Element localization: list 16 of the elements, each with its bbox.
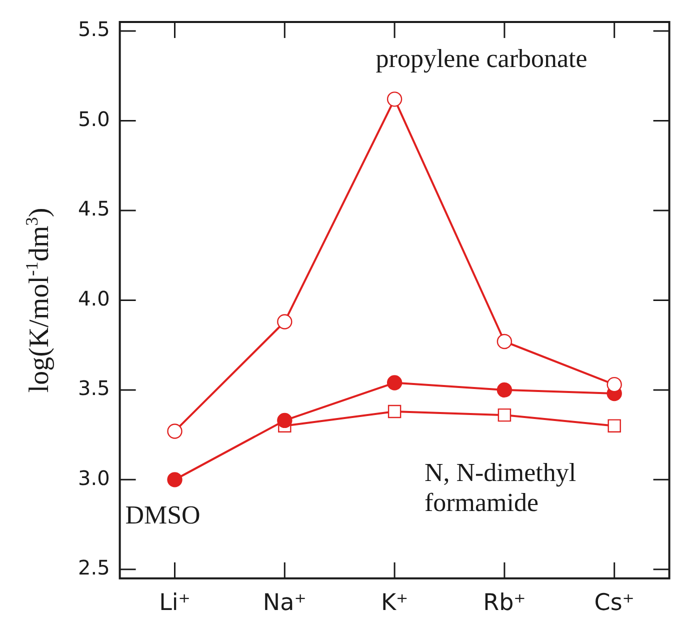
x-tick-label: Na⁺: [262, 590, 306, 616]
series-label: propylene carbonate: [376, 44, 588, 74]
x-tick-label: K⁺: [380, 590, 408, 616]
y-tick-label: 3.0: [78, 466, 110, 490]
x-tick-label: Li⁺: [159, 590, 190, 616]
y-axis-title: log(K/mol-1dm3): [22, 208, 55, 393]
y-tick-label: 2.5: [78, 556, 110, 580]
x-tick-label: Cs⁺: [594, 590, 634, 616]
y-tick-label: 4.5: [78, 196, 110, 221]
series-label: N, N-dimethyl formamide: [424, 458, 576, 518]
y-tick-label: 5.5: [78, 17, 110, 42]
y-tick-label: 4.0: [78, 286, 110, 310]
y-tick-label: 5.0: [78, 106, 110, 131]
y-tick-label: 3.5: [78, 376, 110, 400]
x-tick-label: Rb⁺: [483, 590, 526, 616]
series-label: DMSO: [125, 500, 200, 530]
